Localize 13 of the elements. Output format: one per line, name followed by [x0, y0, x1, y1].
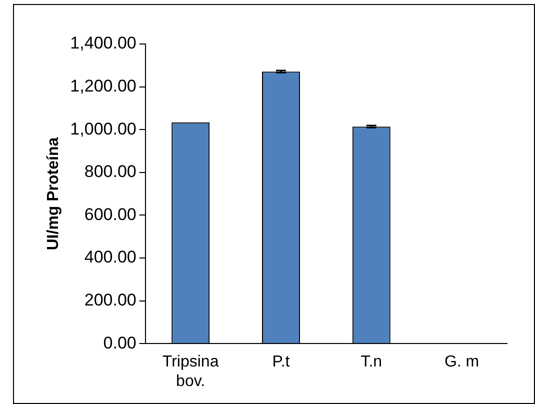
y-axis-title: UI/mg Proteína	[45, 137, 62, 250]
y-tick-label: 1,000.00	[70, 119, 136, 138]
x-tick-label: T.n	[360, 354, 382, 371]
y-tick-label: 1,200.00	[70, 76, 136, 96]
y-tick-label: 0.00	[103, 333, 136, 352]
x-tick-label: P.t	[272, 354, 290, 371]
x-tick-label: Tripsina bov.	[162, 354, 219, 390]
y-tick-label: 1,400.00	[70, 34, 136, 53]
y-tick-label: 400.00	[84, 248, 136, 267]
y-tick-label: 600.00	[84, 204, 136, 224]
y-tick-label: 800.00	[84, 162, 136, 182]
y-tick-label: 200.00	[84, 290, 136, 310]
x-tick-label: G. m	[444, 354, 480, 371]
